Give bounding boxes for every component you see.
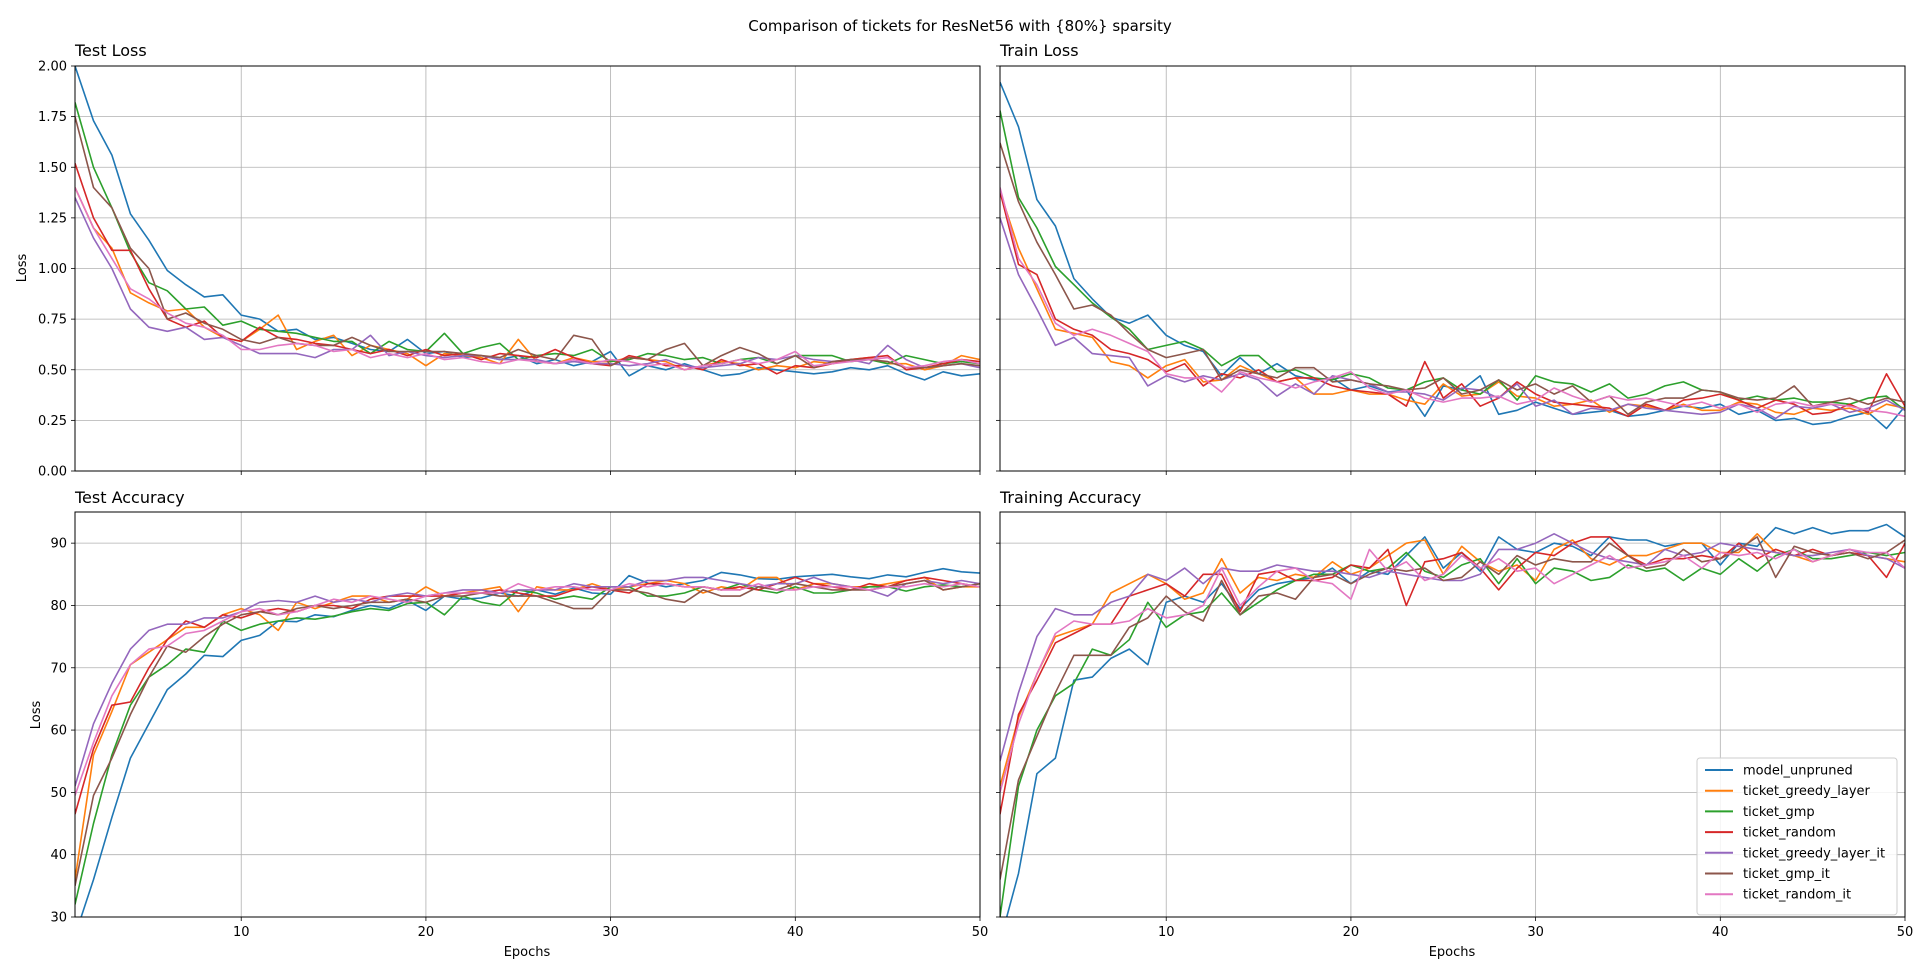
- panel-title: Test Loss: [74, 41, 147, 60]
- axes-frame: [999, 511, 1906, 918]
- panel-title: Train Loss: [999, 41, 1079, 60]
- legend-entry: ticket_gmp_it: [1743, 867, 1830, 882]
- legend-entry: ticket_gmp: [1743, 805, 1815, 820]
- x-tick-label: 10: [233, 925, 250, 940]
- y-tick-label: 0.25: [38, 414, 67, 429]
- panel-test-loss: Test Loss 0.00 0.25 0.50 0.75 1.00 1.25 1.50 1.…: [15, 41, 981, 480]
- series-group: [75, 567, 980, 917]
- figure-title: Comparison of tickets for ResNet56 with …: [748, 17, 1172, 35]
- y-tick-label: 2.00: [38, 60, 67, 75]
- series-line-ticket-random-it: [75, 582, 980, 796]
- panel-train-loss: Train Loss: [996, 41, 1906, 475]
- axes-frame: [74, 511, 981, 918]
- panel-test-accuracy: Test Accuracy 10 20 30 40 50 30 40 50 60 70 80 90 L…: [29, 488, 988, 960]
- series-line-ticket-greedy-layer-it: [75, 576, 980, 787]
- y-tick-label: 1.00: [38, 262, 67, 277]
- plot-area-training-accuracy: 10 20 30 40 50: [996, 511, 1914, 940]
- y-tick-label: 50: [50, 786, 67, 801]
- x-tick-label: 20: [418, 925, 435, 940]
- legend-entry: ticket_random_it: [1743, 888, 1851, 903]
- plot-area-test-loss: 0.00 0.25 0.50 0.75 1.00 1.25 1.50 1.75 2.00: [38, 60, 981, 480]
- x-tick-label: 40: [1712, 925, 1729, 940]
- series-line-ticket-gmp: [1000, 548, 1905, 917]
- legend-entry: ticket_greedy_layer_it: [1743, 846, 1885, 861]
- legend-entry: ticket_greedy_layer: [1743, 784, 1871, 799]
- x-tick-label: 30: [602, 925, 619, 940]
- x-tick-label: 10: [1158, 925, 1175, 940]
- y-tick-label: 80: [50, 599, 67, 614]
- series-line-ticket-gmp-it: [1000, 536, 1905, 880]
- x-axis-label: Epochs: [1429, 945, 1476, 960]
- series-group: [1000, 523, 1905, 917]
- legend-frame: [1696, 757, 1898, 916]
- y-tick-label: 0.75: [38, 313, 67, 328]
- x-tick-label: 30: [1527, 925, 1544, 940]
- series-line-model-unpruned: [80, 567, 980, 917]
- series-line-ticket-gmp: [75, 102, 980, 365]
- series-line-ticket-gmp: [1000, 110, 1905, 411]
- series-line-ticket-greedy-layer-it: [1000, 532, 1905, 762]
- y-axis-label: Loss: [29, 701, 44, 730]
- legend: model_unpruned ticket_greedy_layer ticket_…: [1696, 757, 1898, 916]
- panel-training-accuracy: Training Accuracy 10 20 30 40 50 Epochs: [996, 488, 1913, 960]
- series-group: [1000, 81, 1905, 430]
- y-tick-label: 1.50: [38, 161, 67, 176]
- panel-title: Test Accuracy: [74, 488, 185, 507]
- y-tick-label: 1.75: [38, 110, 67, 125]
- y-tick-label: 60: [50, 724, 67, 739]
- series-line-ticket-random-it: [1000, 187, 1905, 418]
- series-line-ticket-random: [1000, 536, 1905, 815]
- axes-frame: [999, 65, 1906, 472]
- series-line-ticket-gmp-it: [75, 116, 980, 369]
- x-tick-label: 40: [787, 925, 804, 940]
- plot-area-test-accuracy: 10 20 30 40 50 30 40 50 60 70 80 90: [50, 511, 989, 940]
- series-line-ticket-greedy-layer: [75, 576, 980, 880]
- series-line-ticket-greedy-layer-it: [1000, 217, 1905, 420]
- y-tick-label: 70: [50, 661, 67, 676]
- y-tick-label: 30: [50, 911, 67, 926]
- x-axis-label: Epochs: [504, 945, 551, 960]
- legend-entry: model_unpruned: [1743, 764, 1853, 779]
- y-tick-label: 90: [50, 537, 67, 552]
- axes-frame: [74, 65, 981, 472]
- series-line-ticket-gmp-it: [1000, 142, 1905, 416]
- y-tick-label: 1.25: [38, 211, 67, 226]
- series-line-ticket-greedy-layer-it: [75, 197, 980, 369]
- series-group: [75, 66, 980, 381]
- series-line-ticket-random-it: [1000, 548, 1905, 793]
- panel-title: Training Accuracy: [999, 488, 1141, 507]
- x-tick-label: 50: [1897, 925, 1914, 940]
- plot-area-train-loss: [996, 65, 1906, 475]
- legend-entry: ticket_random: [1743, 826, 1836, 841]
- series-line-ticket-random-it: [75, 187, 980, 371]
- y-tick-label: 0.00: [38, 465, 67, 480]
- x-tick-label: 50: [972, 925, 989, 940]
- y-axis-label: Loss: [15, 254, 30, 283]
- y-tick-label: 0.50: [38, 363, 67, 378]
- y-tick-label: 40: [50, 848, 67, 863]
- x-tick-label: 20: [1343, 925, 1360, 940]
- series-line-ticket-gmp-it: [75, 579, 980, 886]
